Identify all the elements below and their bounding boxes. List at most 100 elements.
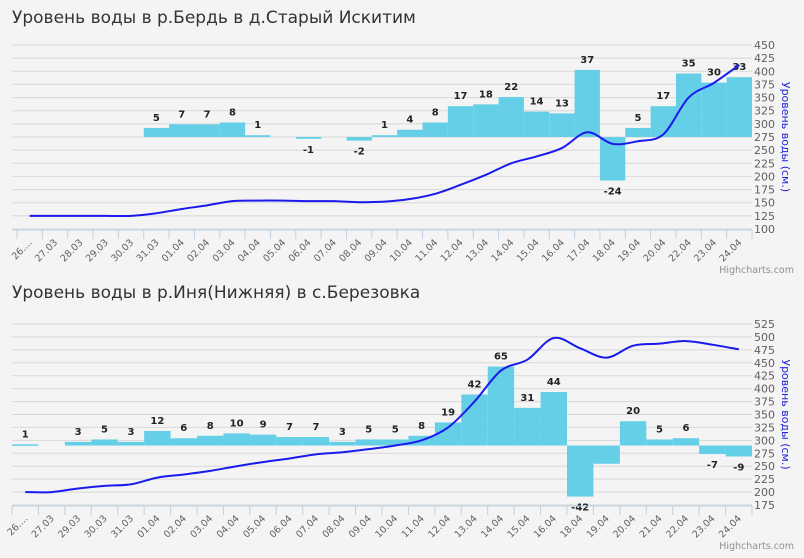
y-tick-label: 300 <box>754 434 775 447</box>
y-tick-label: 275 <box>754 131 775 144</box>
x-tick-label: 17.04 <box>565 237 592 264</box>
bar <box>302 437 330 446</box>
x-tick-label: 08.04 <box>320 513 347 540</box>
y-tick-label: 375 <box>754 396 775 409</box>
y-tick-label: 450 <box>754 39 775 52</box>
chart-inya: Уровень воды в р.Иня(Нижняя) в с.Березов… <box>5 283 794 552</box>
x-tick-label: 30.03 <box>109 237 136 264</box>
y-tick-label: 375 <box>754 78 775 91</box>
x-tick-label: 21.04 <box>638 513 665 540</box>
data-label: 5 <box>634 113 641 124</box>
data-label: 5 <box>365 424 372 435</box>
bar <box>619 421 647 446</box>
bar <box>295 137 322 139</box>
highcharts-credit: Highcharts.com <box>719 541 794 552</box>
bar <box>675 73 702 137</box>
bar <box>194 124 220 137</box>
x-tick-label: 07.04 <box>294 513 321 540</box>
data-label: 5 <box>153 113 160 124</box>
data-label: 3 <box>75 427 82 438</box>
data-label: 19 <box>441 407 455 418</box>
x-tick-label: 18.04 <box>558 513 585 540</box>
data-label: 1 <box>254 120 261 131</box>
bar <box>498 97 524 137</box>
x-tick-label: 06.04 <box>268 513 295 540</box>
x-tick-label: 14.04 <box>489 237 516 264</box>
x-tick-label: 27.03 <box>33 237 60 264</box>
bar <box>625 127 651 137</box>
bar <box>567 445 594 497</box>
data-label: 9 <box>260 420 267 431</box>
y-tick-label: 275 <box>754 447 775 460</box>
y-tick-label: 225 <box>754 473 775 486</box>
bar <box>574 69 600 137</box>
bar <box>447 106 474 137</box>
y-tick-label: 350 <box>754 92 775 105</box>
bar <box>143 127 170 137</box>
bar <box>699 445 726 455</box>
x-tick-label: 24.04 <box>717 513 744 540</box>
bar <box>473 104 499 137</box>
water-level-line <box>29 64 740 218</box>
data-label: 22 <box>504 82 518 93</box>
data-label: 5 <box>392 424 399 435</box>
y-tick-label: 200 <box>754 486 775 499</box>
x-tick-label: 22.04 <box>664 513 691 540</box>
bar <box>434 422 462 446</box>
x-tick-label: 24.04 <box>717 237 744 264</box>
bar <box>549 113 575 137</box>
bar <box>169 124 195 137</box>
x-tick-label: 26.... <box>10 237 35 262</box>
x-tick-label: 03.04 <box>188 513 215 540</box>
y-tick-label: 150 <box>754 197 775 210</box>
y-tick-label: 175 <box>754 499 775 512</box>
bar <box>91 439 118 446</box>
x-tick-label: 16.04 <box>540 237 567 264</box>
bar <box>523 111 550 137</box>
y-tick-label: 400 <box>754 65 775 78</box>
data-label: 44 <box>547 377 561 388</box>
data-label: 10 <box>230 418 244 429</box>
data-label: 3 <box>127 427 134 438</box>
data-label: 13 <box>555 98 569 109</box>
data-label: 6 <box>682 423 689 434</box>
data-label: 8 <box>418 421 425 432</box>
x-tick-label: 03.04 <box>211 237 238 264</box>
data-label: 4 <box>406 115 413 126</box>
x-tick-label: 30.03 <box>83 513 110 540</box>
data-label: 1 <box>22 429 29 440</box>
x-tick-label: 04.04 <box>236 237 263 264</box>
y-axis-title: Уровень воды (см.) <box>779 359 792 469</box>
x-tick-label: 11.04 <box>400 513 427 540</box>
bar <box>540 392 567 446</box>
data-label: 14 <box>530 97 544 108</box>
data-label: 7 <box>312 422 319 433</box>
x-tick-label: 05.04 <box>261 237 288 264</box>
data-label: 17 <box>454 91 468 102</box>
data-label: -24 <box>604 187 622 198</box>
x-tick-label: 10.04 <box>388 237 415 264</box>
y-tick-label: 425 <box>754 52 775 65</box>
x-tick-label: 29.03 <box>84 237 111 264</box>
bar <box>329 441 356 446</box>
data-label: -7 <box>707 460 718 471</box>
x-tick-label: 04.04 <box>215 513 242 540</box>
bar <box>593 445 620 464</box>
bar <box>355 439 382 446</box>
bar <box>249 434 277 446</box>
water-level-line <box>25 336 739 494</box>
y-tick-label: 125 <box>754 210 775 223</box>
data-label: 8 <box>432 107 439 118</box>
y-tick-label: 175 <box>754 184 775 197</box>
bar <box>144 430 171 446</box>
x-tick-label: 27.03 <box>30 513 57 540</box>
y-tick-label: 325 <box>754 421 775 434</box>
data-label: 7 <box>204 109 211 120</box>
chart-title: Уровень воды в р.Бердь в д.Старый Искити… <box>12 8 416 28</box>
y-tick-label: 200 <box>754 170 775 183</box>
x-tick-label: 06.04 <box>287 237 314 264</box>
x-tick-label: 31.03 <box>109 513 136 540</box>
bar <box>725 445 752 457</box>
data-label: 1 <box>381 120 388 131</box>
data-label: -1 <box>303 145 314 156</box>
